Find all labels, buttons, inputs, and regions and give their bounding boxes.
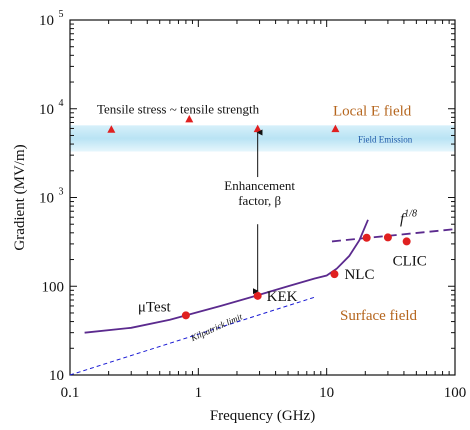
- y-tick-label: 10: [49, 368, 64, 384]
- local-e-field-label: Local E field: [333, 104, 412, 120]
- x-tick-label: 0.1: [61, 385, 80, 401]
- f-scaling-label: f1/8: [400, 208, 417, 227]
- data-point: [330, 270, 339, 279]
- x-axis-title: Frequency (GHz): [210, 408, 315, 424]
- data-point: [362, 233, 371, 242]
- tensile-stress-label: Tensile stress ~ tensile strength: [97, 101, 260, 116]
- y-tick-exponent: 5: [59, 9, 64, 20]
- field-emission-label: Field Emission: [358, 135, 413, 145]
- data-point: [253, 291, 262, 300]
- y-tick-label: 10: [39, 13, 54, 29]
- kilpatrick-limit-label: Kilpatrick limit: [188, 311, 244, 343]
- axis-ticks: [69, 20, 455, 376]
- surface-field-curve: [84, 219, 369, 334]
- axis-tick-labels: 0.1 1 10 100 10 100 10 3 10 4 10 5: [39, 9, 466, 401]
- triangle-marker: [331, 124, 340, 133]
- y-tick-exponent: 3: [59, 187, 64, 198]
- y-tick-label: 100: [42, 279, 65, 295]
- surface-field-label: Surface field: [340, 308, 418, 324]
- data-point: [383, 233, 392, 242]
- triangle-marker: [107, 125, 116, 133]
- data-point: [402, 237, 411, 246]
- x-tick-label: 100: [444, 385, 467, 401]
- triangle-marker: [185, 114, 194, 123]
- data-point: [181, 311, 190, 320]
- y-axis-title: Gradient (MV/m): [12, 144, 28, 250]
- y-tick-exponent: 4: [59, 98, 64, 109]
- point-label: CLIC: [393, 253, 427, 269]
- f-scaling-line: [331, 228, 456, 243]
- field-emission-band: [70, 125, 455, 152]
- enhancement-label-line1: Enhancement: [224, 178, 295, 193]
- point-label: KEK: [267, 289, 298, 305]
- f-scaling-exponent: 1/8: [404, 208, 417, 219]
- x-tick-label: 1: [195, 385, 203, 401]
- chart-marks: μTest KEK NLC CLIC: [107, 114, 427, 320]
- y-tick-label: 10: [39, 102, 54, 118]
- x-tick-label: 10: [319, 385, 334, 401]
- kilpatrick-limit-line: [69, 296, 315, 376]
- point-label: μTest: [138, 299, 172, 315]
- chart-lines: [69, 219, 456, 376]
- f-scaling-base: f: [400, 211, 406, 227]
- enhancement-label-line2: factor, β: [238, 193, 281, 208]
- y-tick-label: 10: [39, 191, 54, 207]
- point-label: NLC: [344, 267, 374, 283]
